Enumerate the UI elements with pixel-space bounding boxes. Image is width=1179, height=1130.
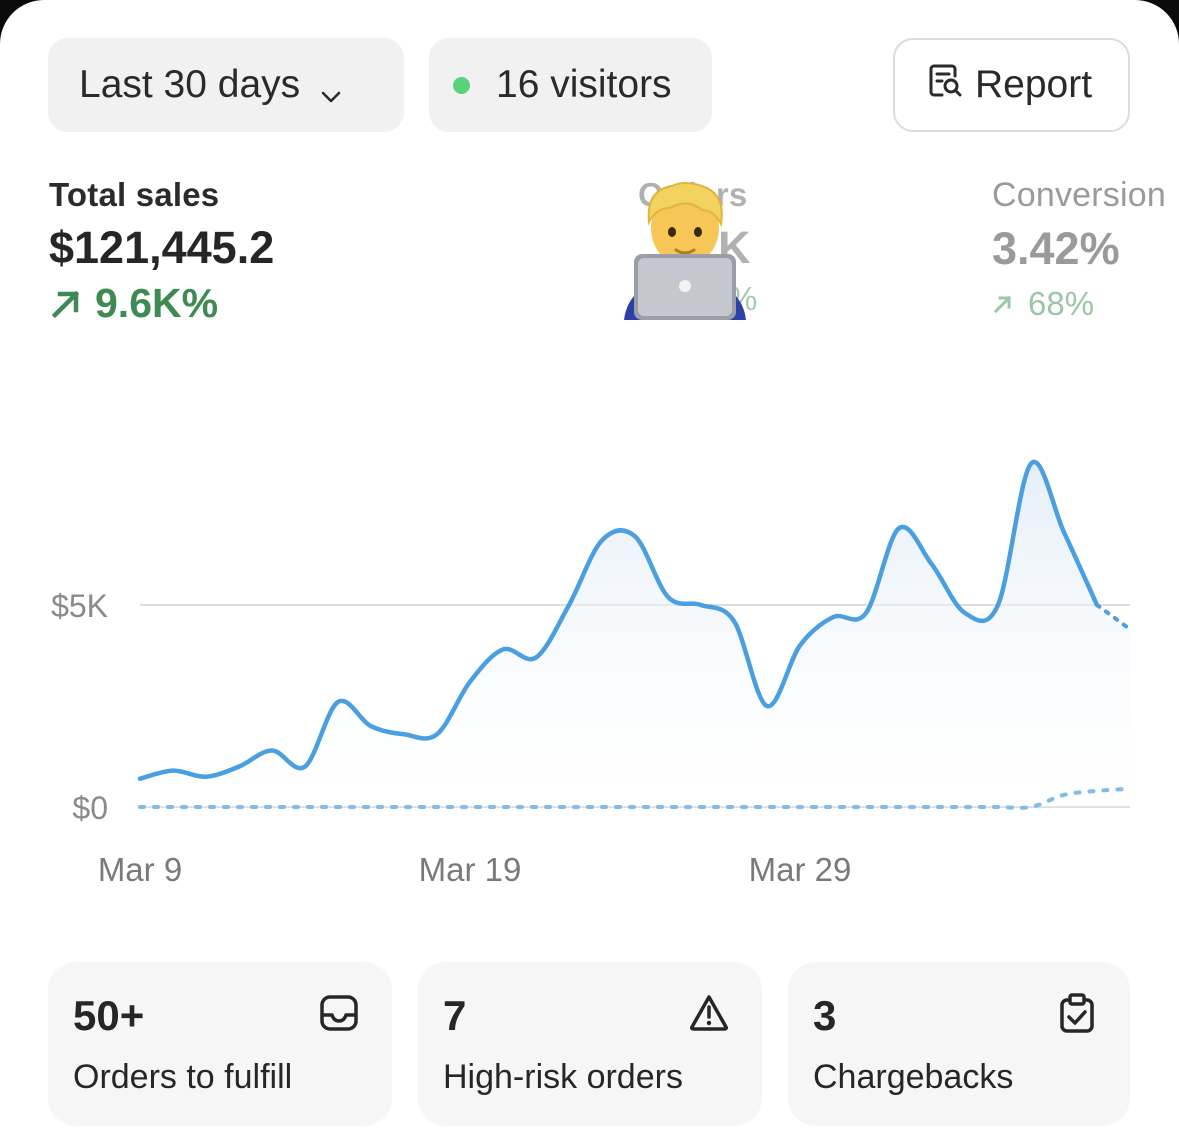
tile-label: High-risk orders: [443, 1058, 683, 1096]
series-line-projection: [1095, 603, 1132, 632]
series-line-comparison: [138, 786, 1132, 810]
tile-label: Orders to fulfill: [73, 1058, 293, 1096]
metric-change-value: 68%: [1028, 285, 1095, 322]
report-label: Report: [975, 63, 1093, 106]
metric-total-sales[interactable]: Total sales $121,445.2 9.6K%: [49, 176, 274, 327]
date-range-label: Last 30 days: [79, 63, 301, 106]
visitors-label: 16 visitors: [496, 63, 672, 106]
live-visitors-badge[interactable]: 16 visitors: [429, 38, 712, 132]
tile-value: 3: [813, 992, 837, 1039]
x-tick-label: Mar 29: [749, 851, 852, 888]
tile-high-risk-orders[interactable]: 7 High-risk orders: [418, 962, 762, 1126]
inbox-tray-icon: [320, 995, 358, 1031]
tile-label: Chargebacks: [813, 1058, 1014, 1096]
report-search-icon: [925, 60, 975, 110]
chevron-down-icon: [320, 74, 342, 103]
arrow-up-right-icon: [51, 290, 80, 318]
metric-value: $121,445.2: [49, 222, 275, 273]
metric-value: 3.42%: [992, 223, 1120, 274]
series-area: [140, 461, 1130, 807]
clipboard-check-icon: [1060, 993, 1094, 1033]
x-tick-label: Mar 19: [419, 851, 522, 888]
report-button[interactable]: Report: [893, 38, 1130, 132]
man-technologist-emoji: [624, 182, 746, 320]
metric-change-value: 9.6K%: [95, 280, 219, 326]
metric-label: Conversion: [992, 176, 1166, 214]
metric-change: 68%: [992, 285, 1179, 323]
date-range-selector[interactable]: Last 30 days: [48, 38, 404, 132]
y-tick-label: $5K: [51, 588, 108, 624]
sales-chart: $5K $0 Mar 9 Mar 19 Mar 29: [51, 459, 1132, 888]
arrow-up-right-icon: [993, 295, 1012, 314]
x-tick-label: Mar 9: [98, 851, 182, 888]
metric-conversion[interactable]: Conversion 3.42% 68%: [992, 176, 1179, 323]
tile-value: 50+: [73, 992, 145, 1039]
tile-value: 7: [443, 992, 467, 1039]
tile-chargebacks[interactable]: 3 Chargebacks: [788, 962, 1130, 1126]
tile-orders-to-fulfill[interactable]: 50+ Orders to fulfill: [48, 962, 392, 1126]
metric-change: 9.6K%: [49, 280, 274, 327]
metric-label: Total sales: [49, 176, 220, 213]
warning-triangle-icon: [690, 995, 728, 1031]
live-status-dot: [453, 76, 470, 94]
y-tick-label: $0: [72, 790, 108, 826]
series-line-sales: [137, 459, 1100, 781]
